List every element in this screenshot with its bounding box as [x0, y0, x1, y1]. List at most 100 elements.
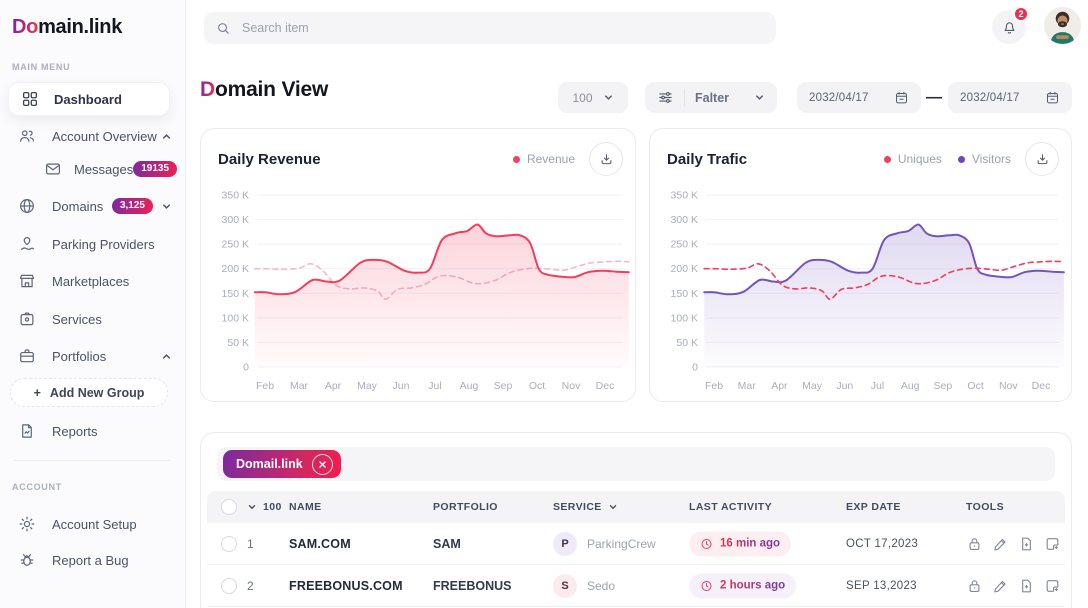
sidebar-item-account-setup[interactable]: Account Setup: [0, 511, 186, 537]
domains-count-badge: 3,125: [111, 198, 153, 214]
remove-filter-button[interactable]: [311, 453, 333, 475]
svg-text:Apr: Apr: [325, 380, 342, 392]
service-initial-badge: P: [553, 531, 577, 556]
legend-dot: [512, 155, 520, 163]
svg-text:Sep: Sep: [494, 380, 513, 392]
service-initial-badge: S: [553, 573, 577, 598]
notification-count-badge: 2: [1013, 6, 1029, 22]
filter-dropdown[interactable]: Falter: [645, 82, 777, 113]
sidebar-item-label: Services: [52, 311, 102, 327]
sidebar-item-label: Messages: [74, 161, 134, 177]
legend-dot: [883, 155, 891, 163]
svg-text:May: May: [357, 380, 378, 392]
note-add-tool-icon[interactable]: [1044, 535, 1061, 552]
report-file-icon: [18, 422, 36, 440]
name-header: NAME: [289, 501, 322, 513]
bell-icon: [1001, 19, 1018, 36]
edit-tool-icon[interactable]: [992, 577, 1009, 594]
svg-text:250 K: 250 K: [671, 239, 698, 251]
app-logo[interactable]: Domain.link: [12, 16, 122, 39]
user-avatar[interactable]: [1044, 7, 1081, 44]
filter-label: Falter: [695, 90, 730, 105]
exp-date-header: EXP DATE: [846, 501, 901, 513]
sidebar-item-report-bug[interactable]: Report a Bug: [0, 547, 186, 573]
sidebar-item-parking-providers[interactable]: Parking Providers: [0, 231, 186, 257]
logo-accent: Do: [12, 16, 39, 38]
sidebar: Domain.link MAIN MENU Dashboard Account …: [0, 0, 186, 608]
portfolio-name: SAM: [433, 536, 461, 551]
download-icon: [1035, 152, 1050, 167]
domain-name[interactable]: SAM.COM: [289, 536, 351, 551]
row-checkbox[interactable]: [221, 577, 237, 594]
svg-text:200 K: 200 K: [222, 263, 249, 275]
page-size-select[interactable]: 100: [558, 82, 628, 113]
service-name: Sedo: [587, 578, 616, 593]
sidebar-item-label: Dashboard: [54, 91, 122, 107]
count-header[interactable]: 100: [247, 501, 282, 513]
chevron-down-icon: [754, 92, 765, 103]
service-cell: S Sedo: [553, 573, 616, 598]
svg-text:Nov: Nov: [999, 380, 1018, 392]
legend-item-visitors: Visitors: [957, 152, 1011, 166]
mail-icon: [44, 160, 62, 178]
lock-tool-icon[interactable]: [966, 577, 983, 594]
domain-name[interactable]: FREEBONUS.COM: [289, 578, 403, 593]
sidebar-item-domains[interactable]: Domains 3,125: [0, 193, 186, 219]
sidebar-item-messages[interactable]: Messages 19135: [0, 156, 186, 182]
service-name: ParkingCrew: [587, 536, 656, 551]
sidebar-item-label: Reports: [52, 423, 98, 439]
row-checkbox[interactable]: [221, 535, 237, 552]
download-chart-button[interactable]: [589, 142, 623, 176]
traffic-chart-plot: 350 K 300 K 250 K 200 K 150 K 100 K 50 K 0 Feb Ma…: [650, 129, 1071, 401]
logo-rest: main.link: [38, 16, 123, 38]
sidebar-item-label: Account Setup: [52, 516, 137, 532]
service-header[interactable]: SERVICE: [553, 501, 618, 513]
svg-text:Mar: Mar: [738, 380, 757, 392]
svg-text:May: May: [802, 380, 823, 392]
legend-dot: [957, 155, 965, 163]
svg-text:Jul: Jul: [428, 380, 441, 392]
select-all-checkbox[interactable]: [221, 499, 237, 515]
svg-text:Mar: Mar: [290, 380, 309, 392]
file-add-tool-icon[interactable]: [1018, 535, 1035, 552]
vertical-divider: [684, 89, 685, 106]
tools-cell: [966, 535, 1061, 552]
sidebar-item-portfolios[interactable]: Portfolios: [0, 343, 186, 369]
last-activity-pill: 2 hours ago: [689, 573, 797, 598]
daily-traffic-card: Daily Trafic Uniques Visitors 350 K 300 K…: [649, 128, 1072, 402]
sidebar-item-services[interactable]: Services: [0, 306, 186, 332]
dashboard-grid-icon: [21, 90, 39, 108]
date-to-picker[interactable]: 2032/04/17: [948, 82, 1072, 113]
svg-text:50 K: 50 K: [676, 337, 698, 349]
search-input[interactable]: [240, 20, 764, 36]
download-chart-button[interactable]: [1025, 142, 1059, 176]
edit-tool-icon[interactable]: [992, 535, 1009, 552]
add-new-group-button[interactable]: + Add New Group: [10, 378, 168, 407]
tools-cell: [966, 577, 1061, 594]
page-size-value: 100: [572, 90, 593, 105]
service-cell: P ParkingCrew: [553, 531, 656, 556]
sidebar-item-label: Domains: [52, 198, 104, 214]
filter-chip-domail-link[interactable]: Domail.link: [223, 450, 341, 478]
sidebar-item-label: Account Overview: [52, 128, 157, 144]
note-add-tool-icon[interactable]: [1044, 577, 1061, 594]
svg-text:Jul: Jul: [871, 380, 884, 392]
search-bar: [204, 12, 776, 44]
sidebar-item-dashboard[interactable]: Dashboard: [8, 82, 170, 116]
globe-icon: [18, 197, 36, 215]
svg-text:Aug: Aug: [460, 380, 479, 392]
lock-tool-icon[interactable]: [966, 535, 983, 552]
svg-text:50 K: 50 K: [227, 337, 249, 349]
sidebar-item-marketplaces[interactable]: Marketplaces: [0, 268, 186, 294]
date-from-picker[interactable]: 2032/04/17: [797, 82, 921, 113]
briefcase-icon: [18, 347, 36, 365]
sidebar-item-reports[interactable]: Reports: [0, 418, 186, 444]
sidebar-item-account-overview[interactable]: Account Overview: [0, 123, 186, 149]
exp-date: SEP 13,2023: [846, 579, 917, 592]
bug-icon: [18, 551, 36, 569]
file-add-tool-icon[interactable]: [1018, 577, 1035, 594]
last-activity-header: LAST ACTIVITY: [689, 501, 772, 513]
users-icon: [18, 127, 36, 145]
sidebar-item-label: Report a Bug: [52, 552, 129, 568]
